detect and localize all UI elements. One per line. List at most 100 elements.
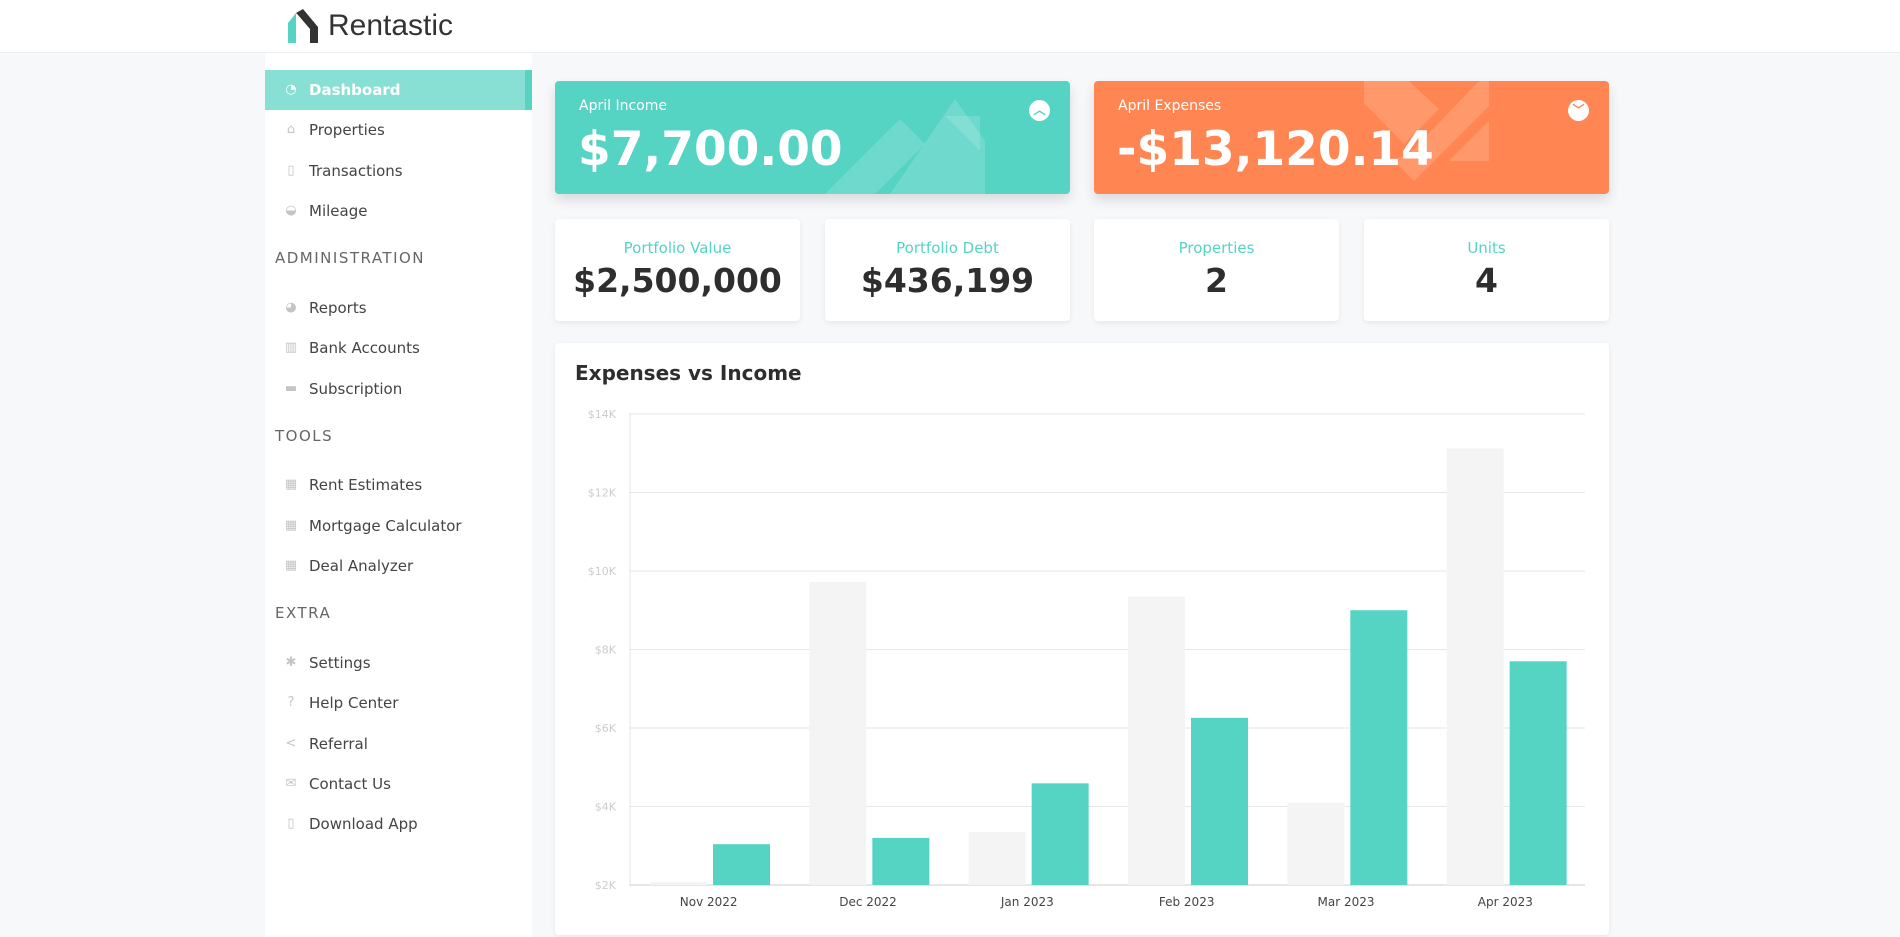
y-tick-label: $10K (588, 565, 617, 578)
income-bar (713, 844, 770, 885)
stat-portfolio-value: Portfolio Value $2,500,000 (555, 219, 800, 321)
sidebar-item-help-center[interactable]: ? Help Center (265, 683, 532, 723)
y-tick-label: $2K (595, 879, 617, 892)
sidebar-item-referral[interactable]: < Referral (265, 724, 532, 764)
calculator-icon: ▦ (284, 558, 298, 573)
mobile-icon: ▯ (287, 816, 295, 831)
expense-bar (968, 832, 1026, 885)
card-decoration (825, 99, 985, 194)
sidebar-item-label: Rent Estimates (309, 476, 423, 494)
x-tick-label: Feb 2023 (1159, 895, 1215, 909)
income-card[interactable]: April Income $7,700.00 ︿ (555, 81, 1070, 194)
sidebar-item-transactions[interactable]: ▯ Transactions (265, 151, 532, 191)
stat-value: $436,199 (860, 261, 1035, 300)
logo-text: Rentastic (328, 9, 454, 42)
sidebar-item-label: Properties (309, 121, 385, 139)
stat-value: $2,500,000 (573, 261, 782, 300)
gear-icon: ✱ (285, 655, 297, 670)
logo-house-icon (288, 9, 318, 43)
income-bar (1191, 717, 1248, 885)
sidebar-item-dashboard[interactable]: ◔ Dashboard (265, 70, 532, 110)
sidebar-item-label: Bank Accounts (309, 339, 420, 357)
y-tick-label: $14K (588, 408, 617, 421)
pie-chart-icon: ◕ (285, 300, 297, 315)
sidebar-item-label: Contact Us (309, 775, 391, 793)
y-tick-label: $12K (588, 487, 617, 500)
expense-bar (1128, 596, 1185, 885)
y-tick-label: $6K (595, 722, 617, 735)
stat-value: 4 (1475, 261, 1498, 300)
sidebar-item-settings[interactable]: ✱ Settings (265, 643, 532, 683)
x-tick-label: Dec 2022 (839, 895, 897, 909)
sidebar-item-bank-accounts[interactable]: ▥ Bank Accounts (265, 328, 532, 368)
stat-value: 2 (1205, 261, 1228, 300)
calculator-icon: ▦ (284, 477, 298, 492)
income-bar (1509, 661, 1567, 885)
sidebar-item-reports[interactable]: ◕ Reports (265, 288, 532, 328)
sidebar-item-label: Settings (309, 654, 371, 672)
bank-icon: ▥ (284, 340, 298, 355)
expense-bar (1287, 802, 1345, 885)
sidebar-item-rent-estimates[interactable]: ▦ Rent Estimates (265, 465, 532, 505)
sidebar-item-deal-analyzer[interactable]: ▦ Deal Analyzer (265, 546, 532, 586)
chevron-up-circle-icon[interactable]: ︿ (1029, 100, 1050, 121)
sidebar: ◔ Dashboard ⌂ Properties ▯ Transactions ◒ Milea… (265, 53, 532, 937)
expense-bar (650, 881, 707, 885)
sidebar-item-label: Deal Analyzer (309, 557, 414, 575)
share-icon: < (285, 736, 297, 751)
bar-chart: $2K $4K $6K $8K $10K $12K $14K Nov 2022 Dec 2022… (588, 408, 1585, 909)
question-icon: ? (287, 695, 295, 710)
x-tick-label: Mar 2023 (1318, 895, 1375, 909)
sidebar-item-subscription[interactable]: ▬ Subscription (265, 369, 532, 409)
calculator-icon: ▦ (284, 518, 298, 533)
sidebar-item-label: Mileage (309, 202, 368, 220)
expense-bar (1446, 448, 1504, 885)
expense-bar (809, 581, 867, 885)
income-bar (1031, 783, 1089, 885)
top-header: Rentastic (0, 0, 1900, 53)
sidebar-item-label: Reports (309, 299, 367, 317)
income-bar (872, 837, 930, 885)
sidebar-item-label: Transactions (309, 162, 403, 180)
sidebar-item-mortgage-calculator[interactable]: ▦ Mortgage Calculator (265, 506, 532, 546)
stat-label: Portfolio Debt (896, 239, 999, 257)
home-icon: ⌂ (286, 122, 296, 137)
stat-portfolio-debt: Portfolio Debt $436,199 (825, 219, 1070, 321)
section-heading: TOOLS (275, 427, 334, 445)
dashboard-icon: ◔ (285, 82, 297, 97)
income-bar (1350, 610, 1408, 885)
chart-title: Expenses vs Income (575, 361, 802, 385)
sidebar-item-label: Mortgage Calculator (309, 517, 462, 535)
sidebar-item-contact-us[interactable]: ✉ Contact Us (265, 764, 532, 804)
sidebar-item-download-app[interactable]: ▯ Download App (265, 804, 532, 844)
file-icon: ▯ (287, 163, 295, 178)
x-tick-label: Nov 2022 (680, 895, 738, 909)
chevron-down-circle-icon[interactable]: ﹀ (1568, 100, 1589, 121)
expenses-value: -$13,120.14 (1117, 122, 1434, 177)
sidebar-item-label: Referral (309, 735, 368, 753)
stat-properties: Properties 2 (1094, 219, 1339, 321)
stat-label: Properties (1178, 239, 1255, 257)
sidebar-item-mileage[interactable]: ◒ Mileage (265, 191, 532, 231)
sidebar-item-label: Download App (309, 815, 418, 833)
x-tick-label: Jan 2023 (1000, 895, 1054, 909)
sidebar-item-label: Subscription (309, 380, 403, 398)
expenses-label: April Expenses (1118, 98, 1222, 114)
stat-units: Units 4 (1364, 219, 1609, 321)
sidebar-item-properties[interactable]: ⌂ Properties (265, 110, 532, 150)
logo[interactable]: Rentastic (286, 9, 453, 43)
card-decoration (1364, 81, 1489, 181)
credit-card-icon: ▬ (284, 381, 298, 396)
chart-card: Expenses vs Income $2K $4K $6K $8K $10K $12K $… (555, 343, 1609, 935)
y-tick-label: $4K (595, 801, 617, 814)
x-tick-label: Apr 2023 (1478, 895, 1533, 909)
sidebar-item-label: Dashboard (309, 81, 401, 99)
section-heading: ADMINISTRATION (275, 249, 426, 267)
sidebar-item-label: Help Center (309, 694, 399, 712)
section-heading: EXTRA (275, 604, 332, 622)
expenses-card[interactable]: April Expenses -$13,120.14 ﹀ (1094, 81, 1609, 194)
car-icon: ◒ (285, 203, 297, 218)
envelope-icon: ✉ (285, 776, 297, 791)
stat-label: Units (1467, 239, 1506, 257)
income-value: $7,700.00 (578, 122, 843, 177)
